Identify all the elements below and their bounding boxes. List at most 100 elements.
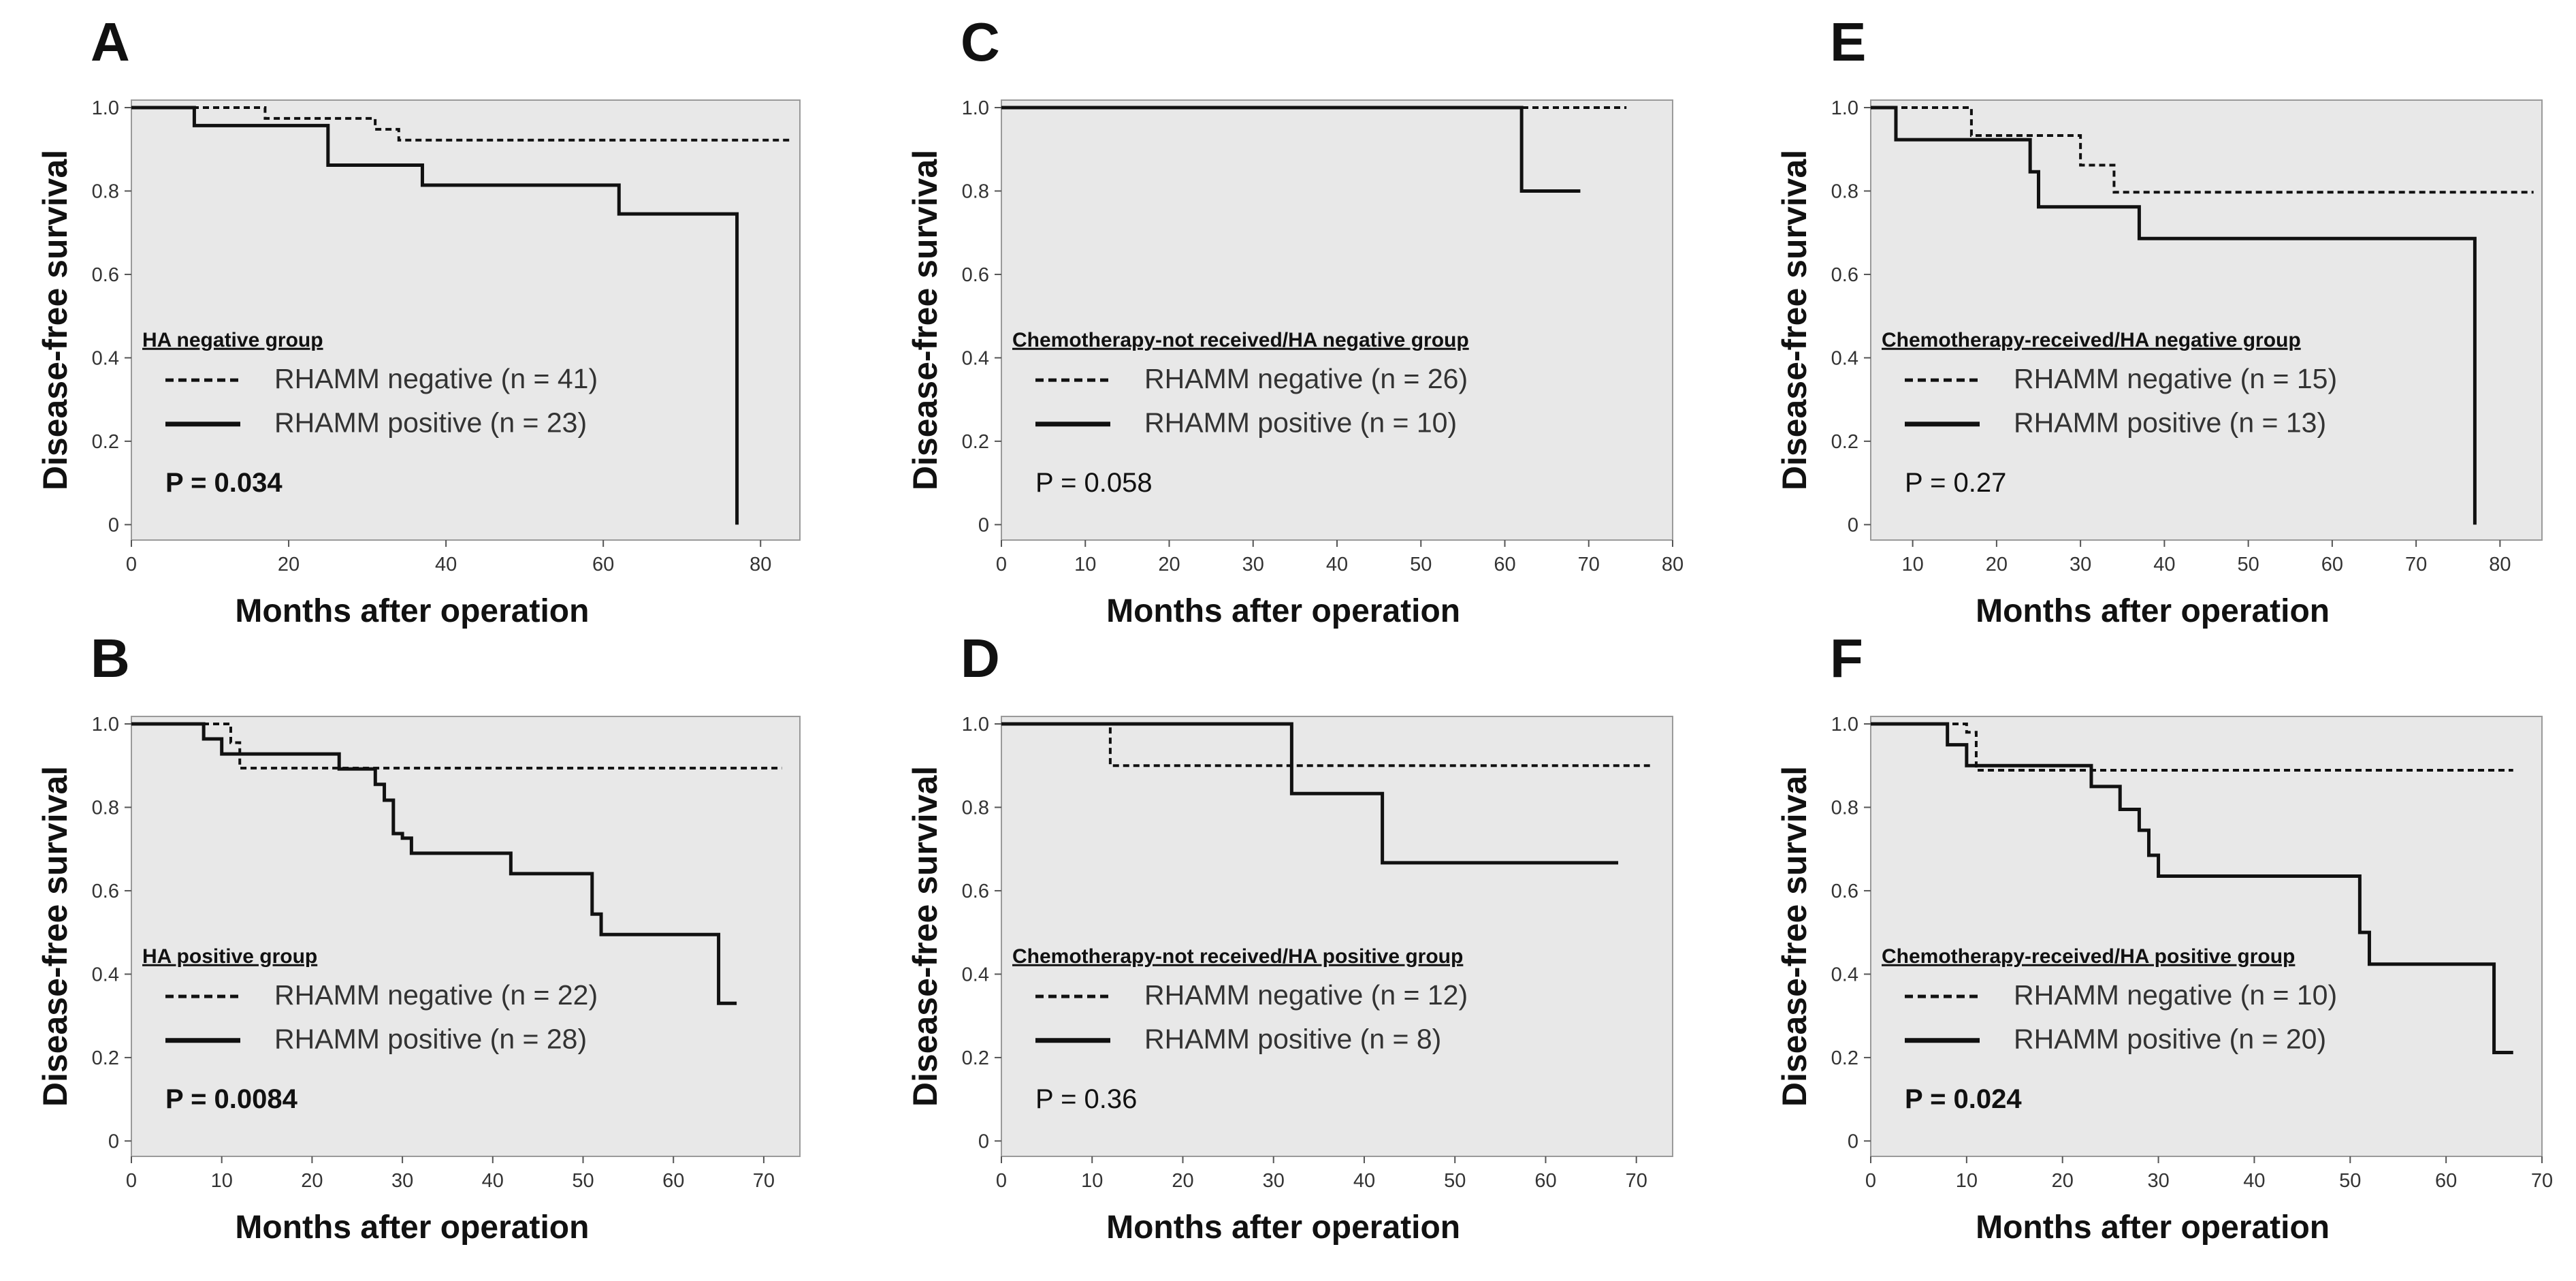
y-tick-label: 1.0 — [962, 97, 989, 119]
y-tick-label: 0.4 — [92, 964, 119, 985]
y-tick-label: 0.6 — [1831, 881, 1858, 902]
group-label: HA positive group — [142, 945, 317, 968]
x-tick-label: 40 — [2243, 1170, 2265, 1192]
x-tick-label: 30 — [391, 1170, 413, 1192]
p-value: P = 0.0084 — [165, 1084, 298, 1114]
x-axis-label: Months after operation — [1976, 593, 2330, 629]
x-tick-label: 40 — [435, 554, 457, 575]
km-panel-e: E 0 0.2 0.4 0.6 0.8 1.0 10 20 30 40 50 60 70 80 Months … — [1775, 12, 2543, 629]
p-value: P = 0.058 — [1035, 468, 1153, 498]
group-label: Chemotherapy-received/HA negative group — [1882, 329, 2301, 351]
x-tick-label: 40 — [2153, 554, 2175, 575]
y-tick-label: 0.2 — [962, 1047, 989, 1069]
x-tick-label: 60 — [2321, 554, 2343, 575]
panel-letter: B — [91, 628, 130, 689]
x-axis-label: Months after operation — [235, 1209, 589, 1246]
km-panel-d: D 0 0.2 0.4 0.6 0.8 1.0 0 10 20 30 40 50 60 70 Months a… — [906, 628, 1673, 1246]
y-tick-label: 0 — [978, 1130, 989, 1152]
km-panel-b: B 0 0.2 0.4 0.6 0.8 1.0 0 10 20 30 40 50 60 70 Months a… — [36, 628, 801, 1246]
y-tick-label: 0.8 — [1831, 797, 1858, 819]
y-tick-label: 0.6 — [1831, 264, 1858, 286]
y-tick-label: 0.8 — [92, 180, 119, 202]
y-tick-label: 0.8 — [92, 797, 119, 819]
x-tick-label: 70 — [1578, 554, 1600, 575]
survival-curve-rhamm-positive — [1001, 722, 1619, 865]
x-tick-label: 80 — [2489, 554, 2511, 575]
y-tick-label: 0.6 — [92, 264, 119, 286]
x-tick-label: 10 — [211, 1170, 233, 1192]
x-tick-label: 70 — [2531, 1170, 2553, 1192]
survival-curve-rhamm-positive — [131, 106, 739, 525]
y-axis-label: Disease-free survival — [906, 150, 944, 490]
group-label: Chemotherapy-received/HA positive group — [1882, 945, 2295, 968]
survival-curve-rhamm-positive — [1001, 106, 1581, 193]
legend-entry: RHAMM positive (n = 20) — [2014, 1024, 2326, 1055]
plot-area — [1870, 99, 2543, 541]
survival-curve-rhamm-negative — [131, 106, 792, 142]
x-tick-label: 0 — [126, 554, 137, 575]
y-axis-label: Disease-free survival — [36, 150, 74, 490]
x-axis-label: Months after operation — [1106, 1209, 1460, 1246]
y-tick-label: 0.4 — [1831, 964, 1858, 985]
x-tick-label: 50 — [572, 1170, 594, 1192]
x-tick-label: 50 — [1444, 1170, 1466, 1192]
x-tick-label: 0 — [996, 1170, 1007, 1192]
panel-letter: A — [91, 12, 130, 72]
plot-area — [131, 716, 801, 1157]
panel-letter: E — [1830, 12, 1866, 72]
plot-area — [131, 99, 801, 541]
y-tick-label: 1.0 — [962, 714, 989, 736]
plot-area — [1001, 99, 1673, 541]
survival-curve-rhamm-positive — [131, 722, 737, 1005]
x-tick-label: 20 — [1158, 554, 1180, 575]
legend-entry: RHAMM positive (n = 10) — [1144, 407, 1457, 439]
x-tick-label: 60 — [662, 1170, 684, 1192]
y-tick-label: 1.0 — [1831, 714, 1858, 736]
x-tick-label: 80 — [1662, 554, 1684, 575]
y-axis-label: Disease-free survival — [36, 766, 74, 1107]
x-tick-label: 40 — [1326, 554, 1348, 575]
y-tick-label: 0 — [108, 514, 119, 536]
x-axis-label: Months after operation — [1106, 593, 1460, 629]
x-tick-label: 70 — [2405, 554, 2427, 575]
km-panel-c: C 0 0.2 0.4 0.6 0.8 1.0 0 10 20 30 40 50 60 70 80 Months… — [906, 12, 1684, 629]
legend-entry: RHAMM negative (n = 12) — [1144, 979, 1468, 1011]
y-tick-label: 0.6 — [92, 881, 119, 902]
x-tick-label: 60 — [1534, 1170, 1556, 1192]
y-tick-label: 0.4 — [962, 964, 989, 985]
legend-entry: RHAMM positive (n = 8) — [1144, 1024, 1441, 1055]
y-tick-label: 0.4 — [1831, 347, 1858, 369]
legend-entry: RHAMM negative (n = 10) — [2014, 979, 2337, 1011]
x-tick-label: 60 — [2435, 1170, 2457, 1192]
p-value: P = 0.27 — [1905, 468, 2006, 498]
y-tick-label: 1.0 — [1831, 97, 1858, 119]
x-tick-label: 20 — [278, 554, 300, 575]
x-tick-label: 50 — [2237, 554, 2259, 575]
x-tick-label: 30 — [2147, 1170, 2169, 1192]
x-tick-label: 50 — [1410, 554, 1432, 575]
y-tick-label: 0.4 — [92, 347, 119, 369]
y-axis-label: Disease-free survival — [1775, 766, 1814, 1107]
group-label: HA negative group — [142, 329, 323, 351]
y-axis-label: Disease-free survival — [906, 766, 944, 1107]
survival-curve-rhamm-positive — [1871, 722, 2513, 1055]
survival-curve-rhamm-positive — [1871, 106, 2477, 525]
plot-area — [1870, 716, 2543, 1157]
y-tick-label: 0.2 — [1831, 431, 1858, 453]
legend-entry: RHAMM positive (n = 13) — [2014, 407, 2326, 439]
x-tick-label: 30 — [1263, 1170, 1285, 1192]
x-tick-label: 20 — [1986, 554, 2008, 575]
x-tick-label: 20 — [2052, 1170, 2074, 1192]
x-tick-label: 10 — [1081, 1170, 1103, 1192]
legend-entry: RHAMM positive (n = 23) — [274, 407, 587, 439]
y-tick-label: 0.6 — [962, 264, 989, 286]
x-tick-label: 60 — [1494, 554, 1515, 575]
survival-curve-rhamm-negative — [1871, 106, 2534, 194]
group-label: Chemotherapy-not received/HA negative gr… — [1012, 329, 1469, 351]
y-tick-label: 0.8 — [962, 797, 989, 819]
group-label: Chemotherapy-not received/HA positive gr… — [1012, 945, 1463, 968]
y-tick-label: 1.0 — [92, 97, 119, 119]
x-axis-label: Months after operation — [235, 593, 589, 629]
panel-letter: C — [961, 12, 1000, 72]
